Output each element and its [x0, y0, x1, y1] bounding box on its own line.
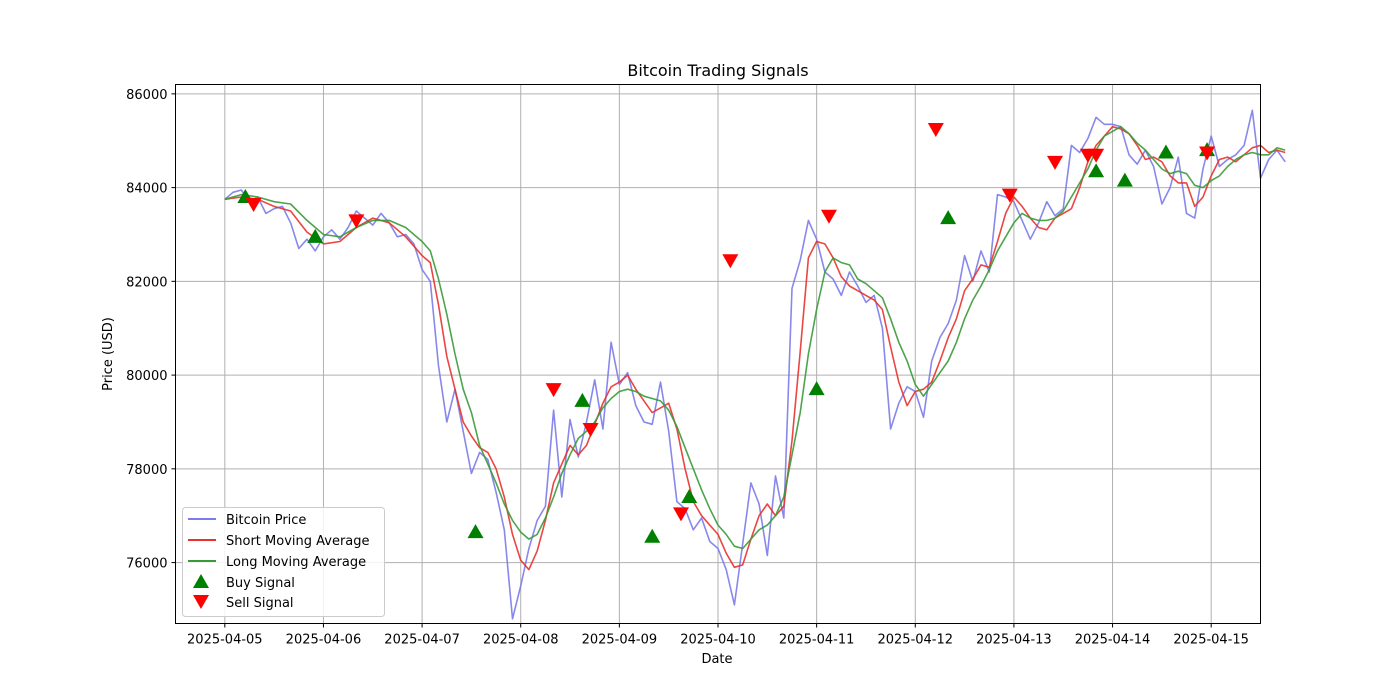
legend-label-short-ma: Short Moving Average [226, 534, 370, 549]
buy-signal-marker [940, 210, 957, 225]
price-line [224, 109, 1286, 620]
buy-signal-marker [681, 488, 698, 503]
sell-signal-marker [722, 254, 739, 269]
buy-signal-marker [1116, 172, 1133, 187]
short-ma-line [224, 125, 1286, 571]
sell-signal-marker [1047, 155, 1064, 170]
x-tick-label: 2025-04-11 [779, 633, 855, 648]
sell-signal-marker [1088, 148, 1105, 163]
sell-signal-marker [820, 209, 837, 224]
buy-signal-marker [1088, 163, 1105, 178]
y-tick-label: 86000 [126, 88, 167, 103]
sell-signal-marker [927, 123, 944, 138]
series-layer [224, 109, 1286, 620]
x-tick-label: 2025-04-14 [1075, 633, 1151, 648]
buy-signal-marker [307, 228, 324, 243]
y-tick-label: 84000 [126, 182, 167, 197]
y-axis-label: Price (USD) [101, 317, 116, 391]
x-axis: 2025-04-05 2025-04-06 2025-04-07 2025-04-08… [187, 623, 1249, 648]
y-tick-label: 78000 [126, 463, 167, 478]
legend-buy-marker [193, 574, 209, 588]
sell-signal-marker [245, 198, 262, 213]
legend-label-sell: Sell Signal [226, 596, 294, 611]
buy-signal-marker [574, 392, 591, 407]
x-tick-label: 2025-04-15 [1173, 633, 1249, 648]
x-tick-label: 2025-04-05 [187, 633, 263, 648]
grid [175, 84, 1261, 624]
y-tick-label: 76000 [126, 557, 167, 572]
legend-label-buy: Buy Signal [226, 576, 295, 591]
x-tick-label: 2025-04-06 [286, 633, 362, 648]
y-tick-label: 82000 [126, 275, 167, 290]
x-tick-label: 2025-04-13 [976, 633, 1052, 648]
sell-signal-marker [545, 383, 562, 398]
sell-signal-marker [1001, 188, 1018, 203]
y-tick-label: 80000 [126, 369, 167, 384]
chart-title: Bitcoin Trading Signals [627, 61, 808, 80]
x-axis-label: Date [701, 652, 732, 667]
buy-signal-marker [1157, 144, 1174, 159]
legend-sell-marker [193, 595, 209, 609]
sell-signal-marker [348, 214, 365, 229]
sell-signal-marker [673, 507, 690, 522]
legend-label-long-ma: Long Moving Average [226, 555, 366, 570]
buy-signal-marker [808, 381, 825, 396]
buy-signal-marker [644, 528, 661, 543]
x-tick-label: 2025-04-10 [680, 633, 756, 648]
x-tick-label: 2025-04-08 [483, 633, 559, 648]
sell-signal-marker [582, 422, 599, 437]
long-ma-line [224, 125, 1286, 550]
buy-signal-marker [467, 524, 484, 539]
sell-signal-marker [1199, 146, 1216, 161]
x-tick-label: 2025-04-07 [384, 633, 460, 648]
legend-label-price: Bitcoin Price [226, 513, 306, 528]
signal-markers [237, 123, 1216, 543]
x-tick-label: 2025-04-12 [877, 633, 953, 648]
y-axis: 76000 78000 80000 82000 84000 86000 [126, 88, 176, 572]
x-tick-label: 2025-04-09 [582, 633, 658, 648]
legend: Bitcoin Price Short Moving Average Long … [182, 507, 385, 617]
legend-box [182, 507, 385, 617]
